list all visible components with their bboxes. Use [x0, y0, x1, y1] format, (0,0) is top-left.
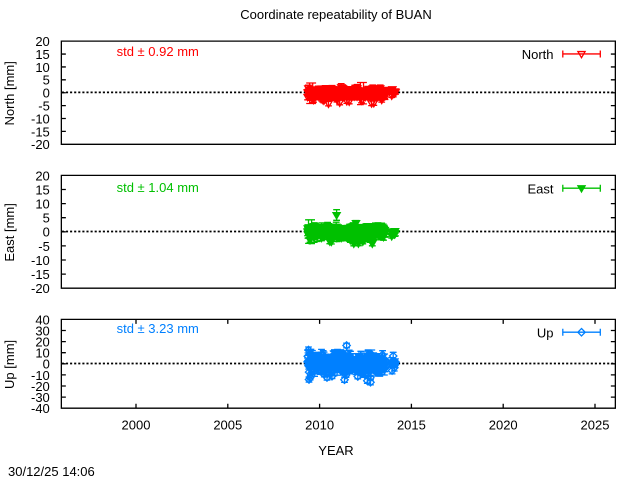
- svg-text:20: 20: [35, 34, 49, 49]
- svg-text:2020: 2020: [489, 418, 518, 433]
- svg-text:-40: -40: [31, 401, 50, 416]
- svg-text:5: 5: [43, 73, 50, 88]
- svg-text:-20: -20: [31, 137, 50, 152]
- svg-text:2005: 2005: [213, 418, 242, 433]
- svg-text:std ± 1.04 mm: std ± 1.04 mm: [117, 180, 199, 195]
- svg-text:-20: -20: [31, 379, 50, 394]
- svg-text:East: East: [527, 181, 553, 196]
- svg-text:2025: 2025: [581, 418, 610, 433]
- svg-text:-5: -5: [38, 99, 50, 114]
- svg-text:Coordinate repeatability of BU: Coordinate repeatability of BUAN: [240, 7, 432, 22]
- svg-text:2015: 2015: [397, 418, 426, 433]
- svg-text:0: 0: [43, 86, 50, 101]
- svg-text:10: 10: [35, 60, 49, 75]
- svg-text:15: 15: [35, 182, 49, 197]
- svg-text:YEAR: YEAR: [318, 443, 353, 458]
- svg-text:-15: -15: [31, 124, 50, 139]
- svg-text:-15: -15: [31, 267, 50, 282]
- svg-text:30/12/25 14:06: 30/12/25 14:06: [8, 464, 95, 479]
- svg-text:North: North: [522, 47, 554, 62]
- svg-text:-30: -30: [31, 390, 50, 405]
- svg-text:std ± 0.92 mm: std ± 0.92 mm: [117, 44, 199, 59]
- svg-text:10: 10: [35, 197, 49, 212]
- svg-text:0: 0: [43, 357, 50, 372]
- svg-text:-10: -10: [31, 253, 50, 268]
- svg-text:20: 20: [35, 168, 49, 183]
- svg-text:-10: -10: [31, 368, 50, 383]
- svg-text:2000: 2000: [122, 418, 151, 433]
- svg-text:15: 15: [35, 47, 49, 62]
- svg-text:East [mm]: East [mm]: [2, 203, 17, 262]
- svg-text:-20: -20: [31, 281, 50, 296]
- svg-text:Up: Up: [537, 325, 554, 340]
- svg-text:20: 20: [35, 335, 49, 350]
- svg-text:40: 40: [35, 312, 49, 327]
- svg-text:30: 30: [35, 323, 49, 338]
- svg-text:2010: 2010: [305, 418, 334, 433]
- svg-text:std ± 3.23 mm: std ± 3.23 mm: [117, 321, 199, 336]
- svg-text:North [mm]: North [mm]: [2, 61, 17, 125]
- svg-text:-10: -10: [31, 111, 50, 126]
- svg-text:Up [mm]: Up [mm]: [2, 340, 17, 389]
- svg-text:0: 0: [43, 225, 50, 240]
- svg-text:10: 10: [35, 346, 49, 361]
- svg-text:5: 5: [43, 211, 50, 226]
- svg-text:-5: -5: [38, 239, 50, 254]
